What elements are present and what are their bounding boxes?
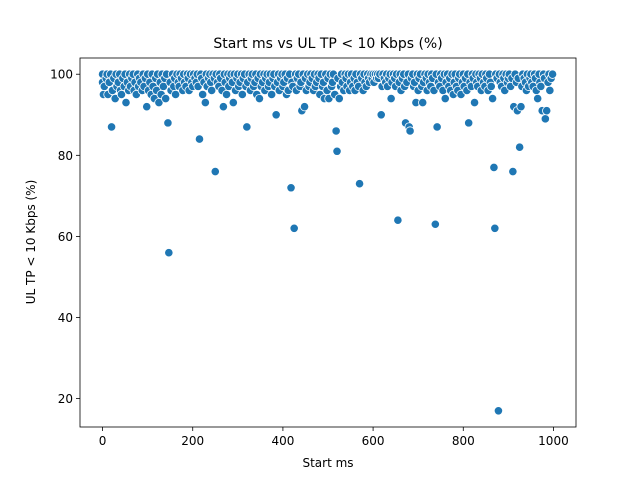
data-point [432,122,442,132]
data-point [271,110,281,120]
data-point [161,93,171,104]
x-tick-label: 0 [99,434,107,448]
data-point [170,89,181,100]
y-axis: 20 40 60 80 100 [50,68,80,406]
data-point [334,93,344,104]
x-axis-label: Start ms [302,456,353,470]
data-point [142,102,152,112]
data-point [242,122,252,132]
plot-frame [79,57,577,428]
data-point [487,93,498,104]
data-point [418,98,428,108]
data-point [121,98,131,108]
y-tick-label: 100 [50,68,73,82]
y-tick-label: 80 [58,149,73,163]
points-layer [97,69,558,416]
data-point [289,223,299,233]
data-point [486,81,496,91]
data-point [228,98,238,108]
y-tick-label: 40 [58,311,73,325]
data-point [542,106,552,116]
data-point [218,102,228,112]
data-point [547,69,558,79]
data-point [376,110,386,120]
data-point [194,134,205,144]
data-point [516,102,526,112]
data-point [393,215,403,225]
data-point [267,89,277,100]
data-point [469,98,480,108]
x-tick-label: 400 [271,434,294,448]
x-tick-label: 1000 [538,434,569,448]
data-point [164,248,174,258]
data-point [536,81,546,91]
data-point [386,93,396,104]
data-point [430,219,440,229]
data-point [540,114,550,124]
data-point [533,93,543,104]
y-axis-label: UL TP < 10 Kbps (%) [24,180,38,305]
data-point [207,85,217,96]
y-tick-label: 60 [58,230,73,244]
data-point [490,223,500,233]
data-point [508,166,518,177]
data-point [254,93,265,104]
data-point [221,89,232,100]
x-tick-label: 200 [181,434,204,448]
data-point [489,162,499,173]
data-point [200,98,210,108]
data-point [545,85,555,96]
y-tick-label: 20 [58,392,73,406]
data-point [210,166,220,177]
data-point [440,93,450,104]
x-tick-label: 800 [452,434,475,448]
x-tick-label: 600 [362,434,385,448]
data-point [515,142,525,152]
x-axis: 0 200 400 600 800 1000 [99,427,569,448]
data-point [163,118,173,128]
data-point [286,183,296,193]
data-point [116,89,127,100]
data-point [493,406,504,416]
data-point [332,146,342,156]
data-point [331,126,341,136]
data-point [237,89,247,100]
data-point [299,102,310,112]
data-point [198,89,208,100]
data-point [106,122,117,132]
data-point [464,118,474,128]
chart-title: Start ms vs UL TP < 10 Kbps (%) [213,36,442,52]
data-point [405,126,415,136]
data-point [354,179,365,189]
